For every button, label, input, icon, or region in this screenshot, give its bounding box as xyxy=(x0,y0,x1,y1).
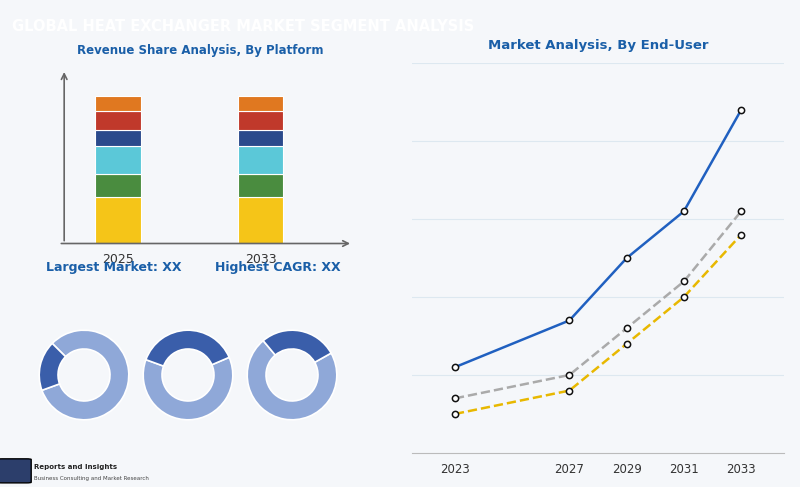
Bar xyxy=(95,130,141,146)
Bar xyxy=(95,197,141,244)
Text: Highest CAGR: XX: Highest CAGR: XX xyxy=(215,262,341,274)
Bar xyxy=(238,96,283,112)
Bar xyxy=(95,173,141,197)
Bar xyxy=(238,173,283,197)
Wedge shape xyxy=(146,330,229,366)
Wedge shape xyxy=(247,341,337,420)
Text: Business Consulting and Market Research: Business Consulting and Market Research xyxy=(34,476,149,481)
Bar xyxy=(238,112,283,130)
Bar xyxy=(238,197,283,244)
Bar xyxy=(238,146,283,173)
Wedge shape xyxy=(42,330,129,420)
Bar xyxy=(95,96,141,112)
Bar xyxy=(95,146,141,173)
Wedge shape xyxy=(143,357,233,420)
Text: GLOBAL HEAT EXCHANGER MARKET SEGMENT ANALYSIS: GLOBAL HEAT EXCHANGER MARKET SEGMENT ANA… xyxy=(12,19,474,34)
Text: Largest Market: XX: Largest Market: XX xyxy=(46,262,182,274)
Wedge shape xyxy=(39,343,66,390)
Bar xyxy=(95,112,141,130)
FancyBboxPatch shape xyxy=(0,459,31,483)
Bar xyxy=(238,130,283,146)
Text: Reports and Insights: Reports and Insights xyxy=(34,465,117,470)
Wedge shape xyxy=(263,330,331,362)
Title: Market Analysis, By End-User: Market Analysis, By End-User xyxy=(488,39,708,53)
Title: Revenue Share Analysis, By Platform: Revenue Share Analysis, By Platform xyxy=(77,44,323,56)
